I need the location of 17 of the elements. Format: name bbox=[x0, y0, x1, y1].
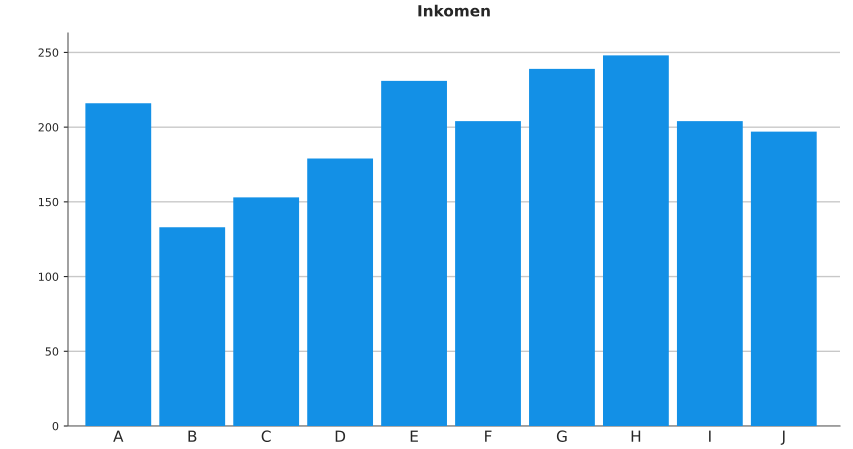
x-tick-label: J bbox=[780, 430, 785, 445]
x-tick-label: I bbox=[709, 430, 711, 442]
x-tick-label: G bbox=[556, 430, 567, 442]
x-tick-label: E bbox=[410, 430, 418, 442]
y-tick-label: 250 bbox=[38, 48, 58, 57]
y-tick-label: 200 bbox=[38, 123, 58, 132]
y-tick-label: 150 bbox=[38, 198, 58, 206]
x-tick-label: A bbox=[113, 430, 124, 442]
x-tick-label: H bbox=[632, 430, 640, 442]
x-tick-label: B bbox=[188, 430, 196, 442]
y-tick-label: 50 bbox=[46, 347, 58, 356]
x-tick-label: D bbox=[336, 430, 346, 442]
x-tick-label: C bbox=[262, 430, 271, 442]
x-tick-label: F bbox=[485, 430, 492, 442]
chart-title: Inkomen bbox=[418, 4, 490, 17]
y-tick-label: 100 bbox=[38, 272, 58, 281]
y-tick-label: 0 bbox=[52, 422, 58, 430]
